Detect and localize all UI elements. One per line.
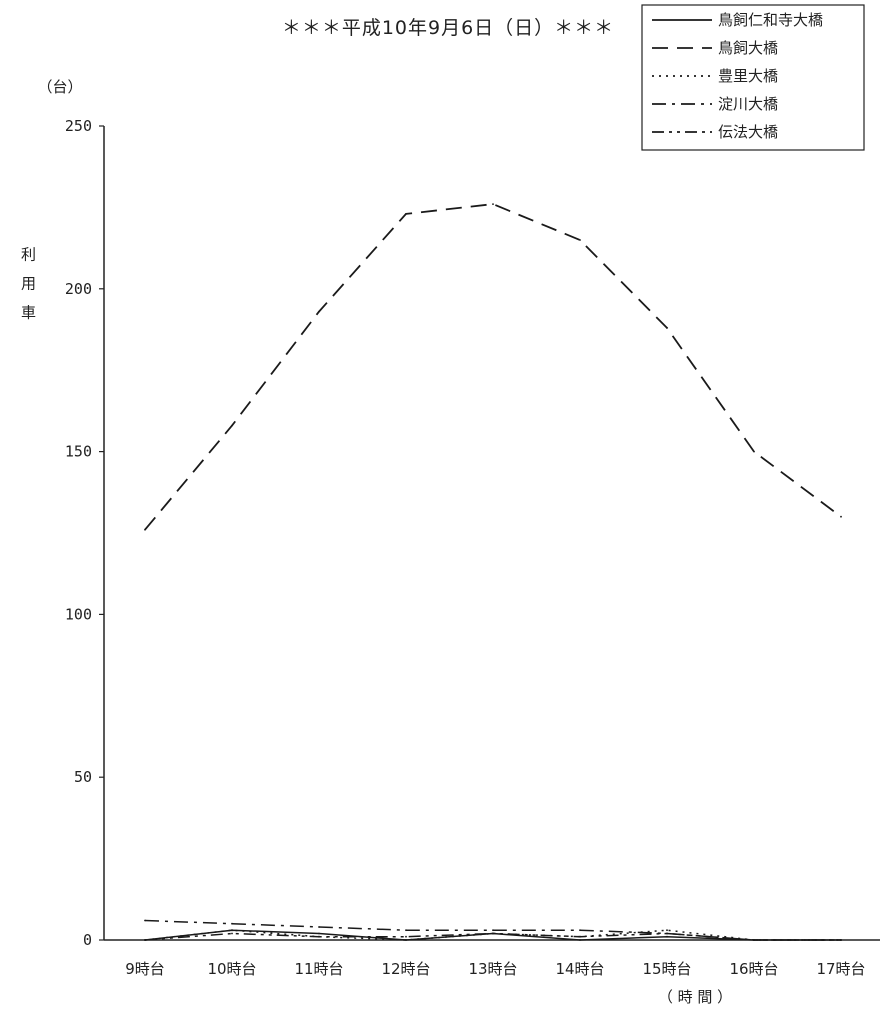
data-point <box>405 939 407 941</box>
data-point <box>231 922 233 925</box>
legend-label-3: 淀川大橋 <box>718 95 778 113</box>
x-tick-label: 14時台 <box>555 960 604 978</box>
y-axis-title: 利用車 <box>19 247 37 334</box>
x-tick-label: 15時台 <box>642 960 691 978</box>
x-tick-label: 9時台 <box>125 960 165 978</box>
legend-label-4: 伝法大橋 <box>718 123 778 141</box>
x-tick-label: 10時台 <box>207 960 256 978</box>
x-tick-label: 13時台 <box>468 960 517 978</box>
series-line-2 <box>144 929 841 941</box>
x-tick-label: 16時台 <box>729 960 778 978</box>
data-point <box>405 935 407 938</box>
data-point <box>840 515 842 518</box>
y-tick-label: 150 <box>65 443 92 461</box>
data-point <box>405 213 407 215</box>
y-tick-label: 250 <box>65 117 92 135</box>
data-point <box>579 935 581 938</box>
y-tick-label: 0 <box>83 931 92 949</box>
data-point <box>666 929 668 932</box>
data-point <box>492 929 494 932</box>
data-point <box>666 327 668 329</box>
legend-box <box>641 4 865 151</box>
x-axis-title: （ 時 間 ） <box>658 988 732 1006</box>
data-point <box>231 929 233 932</box>
data-point <box>753 450 755 453</box>
legend-label-0: 鳥飼仁和寺大橋 <box>718 11 823 29</box>
data-point <box>492 203 494 206</box>
data-point <box>579 939 581 941</box>
data-point <box>144 919 146 922</box>
series-lines <box>144 203 842 941</box>
y-tick-label: 50 <box>74 768 92 786</box>
x-tick-label: 12時台 <box>381 960 430 978</box>
chart-title: ＊＊＊平成10年9月6日（日）＊＊＊ <box>282 17 614 39</box>
y-tick-label: 100 <box>65 605 92 623</box>
data-point <box>666 935 668 938</box>
data-point <box>405 929 407 932</box>
y-axis-ticks: 0 50 100 150 200 250 <box>65 117 104 949</box>
legend-label-1: 鳥飼大橋 <box>718 39 778 57</box>
data-point <box>231 932 233 935</box>
data-point <box>753 939 755 941</box>
data-point <box>144 528 146 531</box>
data-point <box>579 929 581 932</box>
data-point <box>144 939 146 941</box>
x-axis-ticks: 9時台 10時台 11時台 12時台 13時台 14時台 15時台 16時台 17時台 <box>125 960 865 978</box>
data-point <box>840 939 842 941</box>
data-point <box>231 424 233 427</box>
data-point <box>318 310 320 313</box>
x-tick-label: 17時台 <box>816 960 865 978</box>
data-point <box>666 932 668 935</box>
y-tick-label: 200 <box>65 280 92 298</box>
series-line-1 <box>144 203 842 531</box>
x-tick-label: 11時台 <box>294 960 343 978</box>
legend-label-2: 豊里大橋 <box>718 67 778 85</box>
data-point <box>318 935 320 938</box>
data-point <box>579 239 581 241</box>
y-axis-unit: （台） <box>37 78 82 96</box>
data-point <box>492 932 494 935</box>
data-point <box>318 926 320 928</box>
data-point <box>318 932 320 935</box>
